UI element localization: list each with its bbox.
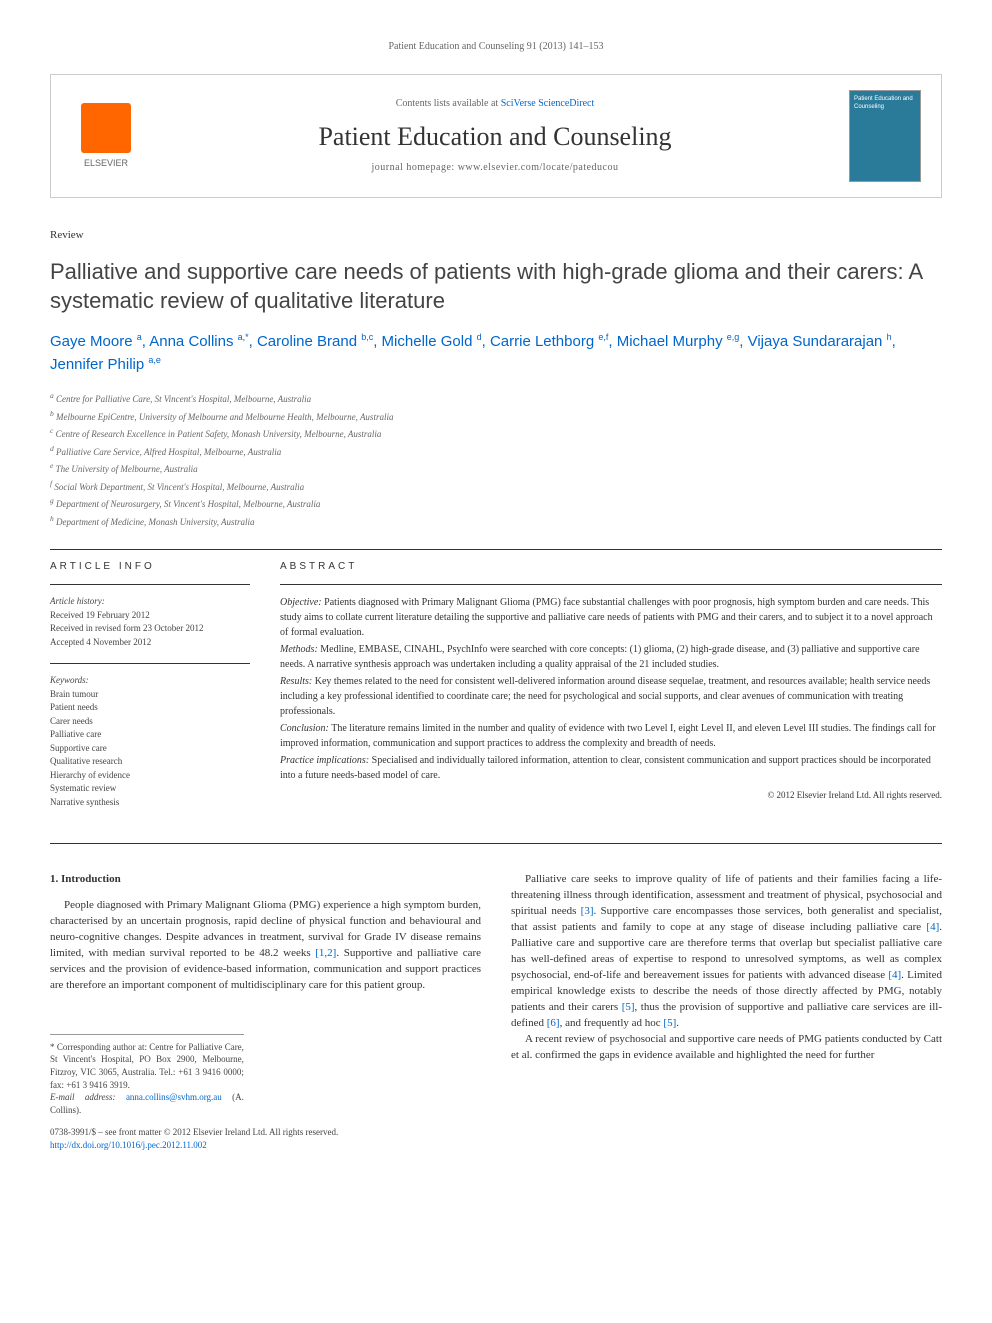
practice-label: Practice implications: [280,755,369,766]
keyword-item: Palliative care [50,728,250,742]
keyword-item: Narrative synthesis [50,796,250,810]
email-line: E-mail address: anna.collins@svhm.org.au… [50,1091,244,1116]
info-abstract-row: ARTICLE INFO Article history: Received 1… [50,560,942,823]
journal-homepage: journal homepage: www.elsevier.com/locat… [141,161,849,175]
footnotes: * Corresponding author at: Centre for Pa… [50,1034,244,1117]
revised-date: Received in revised form 23 October 2012 [50,622,250,636]
divider [50,584,250,585]
objective-label: Objective: [280,597,322,608]
conclusion-text: The literature remains limited in the nu… [280,723,936,749]
divider [50,549,942,550]
intro-paragraph-3: A recent review of psychosocial and supp… [511,1032,942,1064]
affiliation-item: f Social Work Department, St Vincent's H… [50,478,942,495]
practice-text: Specialised and individually tailored in… [280,755,931,781]
homepage-prefix: journal homepage: [372,162,458,173]
divider [50,663,250,664]
running-header: Patient Education and Counseling 91 (201… [50,40,942,54]
affiliations-list: a Centre for Palliative Care, St Vincent… [50,390,942,529]
affiliation-item: h Department of Medicine, Monash Univers… [50,513,942,530]
keyword-item: Qualitative research [50,755,250,769]
journal-name: Patient Education and Counseling [141,119,849,155]
body-column-left: 1. Introduction People diagnosed with Pr… [50,872,481,1152]
keywords-section: Keywords: Brain tumourPatient needsCarer… [50,674,250,809]
abstract-column: ABSTRACT Objective: Patients diagnosed w… [280,560,942,823]
keyword-item: Carer needs [50,715,250,729]
elsevier-tree-icon [81,103,131,153]
affiliation-item: a Centre for Palliative Care, St Vincent… [50,390,942,407]
keyword-item: Patient needs [50,701,250,715]
issn-line: 0738-3991/$ – see front matter © 2012 El… [50,1126,481,1139]
journal-masthead: ELSEVIER Contents lists available at Sci… [50,74,942,198]
methods-text: Medline, EMBASE, CINAHL, PsychInfo were … [280,644,920,670]
author-email-link[interactable]: anna.collins@svhm.org.au [126,1092,222,1102]
contents-available-line: Contents lists available at SciVerse Sci… [141,97,849,111]
affiliation-item: d Palliative Care Service, Alfred Hospit… [50,443,942,460]
intro-paragraph-1: People diagnosed with Primary Malignant … [50,898,481,994]
body-columns: 1. Introduction People diagnosed with Pr… [50,872,942,1152]
keyword-item: Supportive care [50,742,250,756]
affiliation-item: e The University of Melbourne, Australia [50,460,942,477]
elsevier-label: ELSEVIER [84,157,128,170]
history-label: Article history: [50,595,250,609]
abstract-text: Objective: Patients diagnosed with Prima… [280,595,942,803]
results-text: Key themes related to the need for consi… [280,676,930,717]
elsevier-logo: ELSEVIER [71,101,141,171]
objective-text: Patients diagnosed with Primary Malignan… [280,597,933,638]
article-history: Article history: Received 19 February 20… [50,595,250,649]
doi-link[interactable]: http://dx.doi.org/10.1016/j.pec.2012.11.… [50,1140,207,1150]
body-column-right: Palliative care seeks to improve quality… [511,872,942,1152]
intro-paragraph-2: Palliative care seeks to improve quality… [511,872,942,1031]
keyword-item: Brain tumour [50,688,250,702]
article-title: Palliative and supportive care needs of … [50,258,942,315]
journal-cover-thumbnail: Patient Education and Counseling [849,90,921,182]
divider [50,843,942,844]
keywords-label: Keywords: [50,674,250,688]
author-list: Gaye Moore a, Anna Collins a,*, Caroline… [50,331,942,376]
introduction-heading: 1. Introduction [50,872,481,888]
affiliation-item: c Centre of Research Excellence in Patie… [50,425,942,442]
keyword-item: Systematic review [50,782,250,796]
affiliation-item: g Department of Neurosurgery, St Vincent… [50,495,942,512]
affiliation-item: b Melbourne EpiCentre, University of Mel… [50,408,942,425]
methods-label: Methods: [280,644,318,655]
email-label: E-mail address: [50,1092,116,1102]
contents-prefix: Contents lists available at [396,98,501,109]
article-info-heading: ARTICLE INFO [50,560,250,574]
sciencedirect-link[interactable]: SciVerse ScienceDirect [501,98,595,109]
homepage-url: www.elsevier.com/locate/pateducou [458,162,619,173]
divider [280,584,942,585]
accepted-date: Accepted 4 November 2012 [50,636,250,650]
received-date: Received 19 February 2012 [50,609,250,623]
article-info-column: ARTICLE INFO Article history: Received 1… [50,560,250,823]
cover-title-text: Patient Education and Counseling [854,95,916,112]
abstract-heading: ABSTRACT [280,560,942,574]
article-type: Review [50,228,942,243]
masthead-center: Contents lists available at SciVerse Sci… [141,97,849,175]
abstract-copyright: © 2012 Elsevier Ireland Ltd. All rights … [280,789,942,803]
conclusion-label: Conclusion: [280,723,329,734]
keyword-item: Hierarchy of evidence [50,769,250,783]
results-label: Results: [280,676,312,687]
keywords-list: Brain tumourPatient needsCarer needsPall… [50,688,250,810]
page-footer: 0738-3991/$ – see front matter © 2012 El… [50,1126,481,1152]
corresponding-author: * Corresponding author at: Centre for Pa… [50,1041,244,1091]
